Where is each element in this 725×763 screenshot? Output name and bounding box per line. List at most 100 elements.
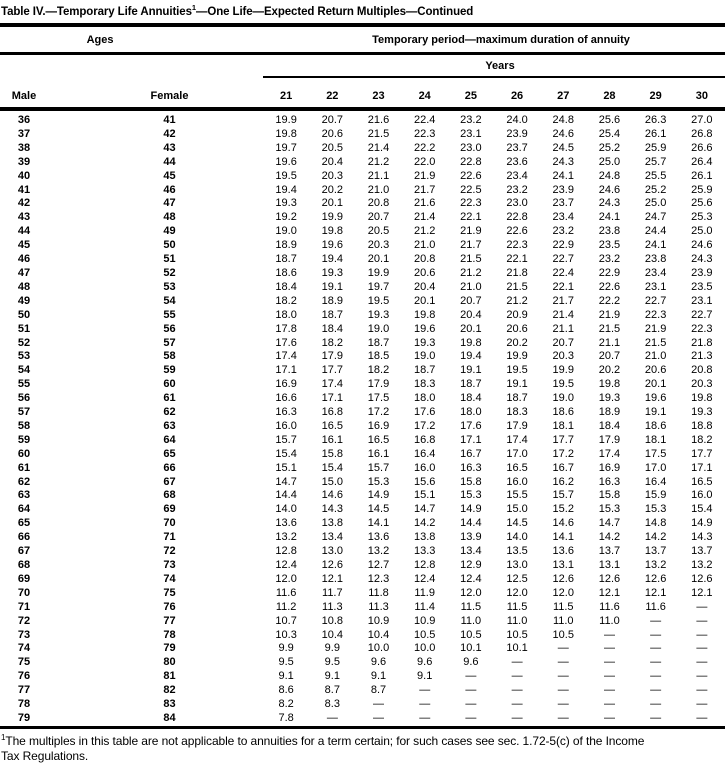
multiple-cell: 15.3 <box>644 503 667 516</box>
empty-multiple-cell: — <box>511 684 523 697</box>
multiple-cell: 19.1 <box>321 280 344 293</box>
multiple-cell: 19.9 <box>321 211 344 224</box>
multiple-cell: 18.9 <box>321 294 344 307</box>
male-age-cell: 74 <box>17 642 31 655</box>
multiple-cell: 10.9 <box>367 614 390 627</box>
male-age-cell: 36 <box>17 114 31 126</box>
multiple-cell: 23.4 <box>506 169 528 182</box>
multiple-cell: 22.6 <box>598 280 621 293</box>
multiple-cell: 20.3 <box>321 169 344 182</box>
table-row: 42 47 19.3 20.1 20.8 21.6 22.3 23.0 23.7 24.3 25… <box>0 197 725 211</box>
year-column-header: 30 <box>678 77 725 111</box>
multiple-cell: 20.5 <box>367 225 390 238</box>
multiple-cell: 12.6 <box>691 572 713 585</box>
table-row: 48 53 18.4 19.1 19.7 20.4 21.0 21.5 22.1 22.6 23… <box>0 281 725 295</box>
female-age-cell: 59 <box>163 364 176 377</box>
multiple-cell: 13.7 <box>598 545 621 558</box>
multiple-cell: 12.4 <box>275 559 297 571</box>
year-column-header: 28 <box>586 77 633 111</box>
multiple-cell: 10.7 <box>275 614 297 627</box>
empty-multiple-cell: — <box>650 642 662 655</box>
empty-multiple-cell: — <box>511 711 523 724</box>
multiple-cell: 17.1 <box>460 433 482 446</box>
multiple-cell: 18.7 <box>321 308 344 321</box>
multiple-cell: 15.5 <box>506 489 528 502</box>
multiple-cell: 22.2 <box>413 141 436 154</box>
multiple-cell: 20.4 <box>460 308 482 321</box>
table-row: 40 45 19.5 20.3 21.1 21.9 22.6 23.4 24.1 24.8 25… <box>0 170 725 184</box>
multiple-cell: 23.1 <box>460 127 482 140</box>
multiple-cell: 20.7 <box>552 336 574 349</box>
multiple-cell: 13.2 <box>367 545 390 558</box>
male-age-cell: 42 <box>17 197 31 210</box>
multiple-cell: 11.7 <box>322 586 343 599</box>
multiple-cell: 22.6 <box>506 225 528 238</box>
multiple-cell: 19.3 <box>367 308 390 321</box>
multiple-cell: 17.0 <box>644 461 667 474</box>
male-age-cell: 56 <box>17 392 31 405</box>
table-header: Ages Temporary period—maximum duration o… <box>0 27 725 111</box>
multiple-cell: 17.2 <box>413 419 436 432</box>
multiple-cell: 18.0 <box>413 392 436 405</box>
multiple-cell: 25.9 <box>644 141 667 154</box>
multiple-cell: 23.7 <box>506 141 528 154</box>
multiple-cell: 13.9 <box>460 531 482 544</box>
empty-multiple-cell: — <box>650 656 662 669</box>
multiple-cell: 10.9 <box>413 614 436 627</box>
multiple-cell: 16.1 <box>367 447 390 460</box>
multiple-cell: 14.2 <box>644 531 667 544</box>
male-age-cell: 38 <box>17 141 31 154</box>
multiple-cell: 23.1 <box>691 294 713 307</box>
multiple-cell: 12.1 <box>644 586 667 599</box>
multiple-cell: 9.6 <box>417 656 433 669</box>
multiple-cell: 21.9 <box>460 225 482 238</box>
multiple-cell: 20.7 <box>598 350 621 363</box>
multiple-cell: 14.0 <box>275 503 297 516</box>
multiple-cell: 24.3 <box>598 197 621 210</box>
male-age-cell: 76 <box>17 670 31 683</box>
multiple-cell: 13.6 <box>275 517 297 530</box>
multiple-cell: 10.5 <box>413 628 436 641</box>
table-row: 68 73 12.4 12.6 12.7 12.8 12.9 13.0 13.1 13.1 13… <box>0 559 725 573</box>
multiple-cell: 15.6 <box>413 475 436 488</box>
table-row: 56 61 16.6 17.1 17.5 18.0 18.4 18.7 19.0 19.3 19… <box>0 392 725 406</box>
empty-multiple-cell: — <box>696 600 708 613</box>
multiple-cell: 11.0 <box>506 614 528 627</box>
multiple-cell: 19.3 <box>321 266 344 279</box>
multiple-cell: 10.5 <box>552 628 574 641</box>
table-row: 45 50 18.9 19.6 20.3 21.0 21.7 22.3 22.9 23.5 24… <box>0 239 725 253</box>
multiple-cell: 14.1 <box>552 531 574 544</box>
multiple-cell: 26.1 <box>644 127 667 140</box>
empty-multiple-cell: — <box>650 614 662 627</box>
male-age-cell: 47 <box>17 266 31 279</box>
empty-multiple-cell: — <box>696 642 708 655</box>
table-row: 67 72 12.8 13.0 13.2 13.3 13.4 13.5 13.6 13.7 13… <box>0 545 725 559</box>
multiple-cell: 20.6 <box>321 127 344 140</box>
year-column-header: 21 <box>263 77 310 111</box>
female-age-cell: 56 <box>163 322 176 335</box>
multiple-cell: 25.2 <box>644 183 667 196</box>
female-age-cell: 50 <box>163 239 176 252</box>
male-age-cell: 60 <box>17 447 31 460</box>
multiple-cell: 13.3 <box>413 545 436 558</box>
multiple-cell: 21.2 <box>460 266 482 279</box>
female-age-cell: 81 <box>163 670 176 683</box>
multiple-cell: 22.0 <box>413 155 436 168</box>
table-title-text-continued: —One Life—Expected Return Multiples—Cont… <box>195 6 474 18</box>
multiple-cell: 14.2 <box>598 531 621 544</box>
female-age-cell: 79 <box>163 642 176 655</box>
multiple-cell: 18.1 <box>644 433 667 446</box>
multiple-cell: 17.1 <box>275 364 297 377</box>
multiple-cell: 26.6 <box>691 141 713 154</box>
female-column-header: Female <box>48 77 264 111</box>
multiple-cell: 19.7 <box>367 280 390 293</box>
columns-header-row: Male Female 21 22 23 24 25 26 27 28 29 30 <box>0 77 725 111</box>
male-age-cell: 62 <box>17 475 31 488</box>
table-row: 71 76 11.2 11.3 11.3 11.4 11.5 11.5 11.5 11.6 11… <box>0 601 725 615</box>
multiple-cell: 21.7 <box>552 294 574 307</box>
multiple-cell: 13.2 <box>644 559 667 571</box>
multiple-cell: 25.3 <box>691 211 713 224</box>
multiple-cell: 23.5 <box>691 280 713 293</box>
multiple-cell: 12.0 <box>552 586 574 599</box>
multiple-cell: 20.1 <box>644 378 667 391</box>
